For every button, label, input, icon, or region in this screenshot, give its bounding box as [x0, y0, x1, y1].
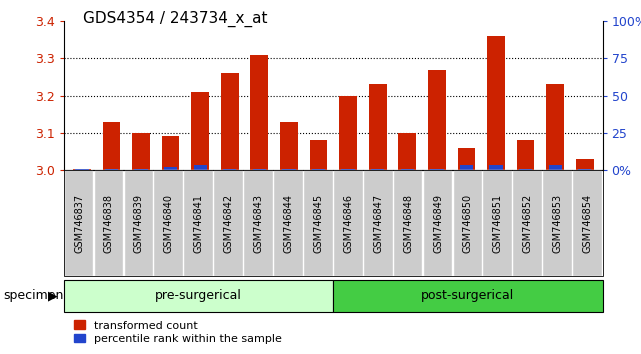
Bar — [549, 165, 562, 170]
Text: GSM746848: GSM746848 — [403, 194, 413, 252]
Text: pre-surgerical: pre-surgerical — [155, 289, 242, 302]
Text: GDS4354 / 243734_x_at: GDS4354 / 243734_x_at — [83, 11, 268, 27]
Bar — [430, 169, 444, 170]
Bar — [517, 140, 535, 170]
Bar — [339, 96, 357, 170]
Bar — [546, 85, 564, 170]
Text: GSM746843: GSM746843 — [254, 194, 263, 252]
Bar — [576, 159, 594, 170]
Text: GSM746851: GSM746851 — [493, 193, 503, 253]
Bar — [251, 55, 268, 170]
Text: GSM746854: GSM746854 — [583, 193, 592, 253]
Bar — [135, 169, 147, 170]
Text: GSM746846: GSM746846 — [344, 194, 353, 252]
Text: GSM746837: GSM746837 — [74, 193, 84, 253]
Bar — [223, 169, 237, 170]
Bar — [164, 167, 178, 170]
Bar — [73, 169, 91, 170]
Bar — [194, 165, 207, 170]
Text: specimen: specimen — [3, 289, 63, 302]
Bar — [103, 122, 121, 170]
Text: GSM746841: GSM746841 — [194, 194, 204, 252]
Text: GSM746852: GSM746852 — [523, 193, 533, 253]
Text: GSM746838: GSM746838 — [104, 194, 114, 252]
Bar — [342, 169, 354, 170]
Text: GSM746844: GSM746844 — [283, 194, 294, 252]
Bar — [487, 36, 505, 170]
Bar — [519, 169, 532, 170]
Bar — [312, 169, 325, 170]
Text: GSM746847: GSM746847 — [373, 193, 383, 253]
Bar — [401, 169, 414, 170]
Bar — [460, 165, 473, 170]
Text: GSM746840: GSM746840 — [164, 194, 174, 252]
Text: GSM746845: GSM746845 — [313, 193, 323, 253]
Bar — [578, 169, 592, 170]
Bar — [191, 92, 209, 170]
Bar — [280, 122, 298, 170]
Bar — [399, 133, 416, 170]
Bar — [162, 137, 179, 170]
Bar — [371, 169, 385, 170]
Bar — [282, 169, 296, 170]
Bar — [221, 73, 238, 170]
Text: ▶: ▶ — [48, 289, 58, 302]
Text: GSM746850: GSM746850 — [463, 193, 473, 253]
Bar — [369, 85, 387, 170]
Text: GSM746839: GSM746839 — [134, 194, 144, 252]
Text: GSM746853: GSM746853 — [553, 193, 563, 253]
Text: post-surgerical: post-surgerical — [421, 289, 515, 302]
Text: GSM746849: GSM746849 — [433, 194, 443, 252]
Bar — [458, 148, 476, 170]
Bar — [489, 165, 503, 170]
Bar — [310, 140, 328, 170]
Bar — [75, 169, 88, 170]
Bar — [253, 169, 266, 170]
Text: GSM746842: GSM746842 — [224, 193, 233, 253]
Bar — [132, 133, 150, 170]
Bar — [428, 70, 445, 170]
Legend: transformed count, percentile rank within the sample: transformed count, percentile rank withi… — [70, 316, 287, 348]
Bar — [104, 169, 118, 170]
